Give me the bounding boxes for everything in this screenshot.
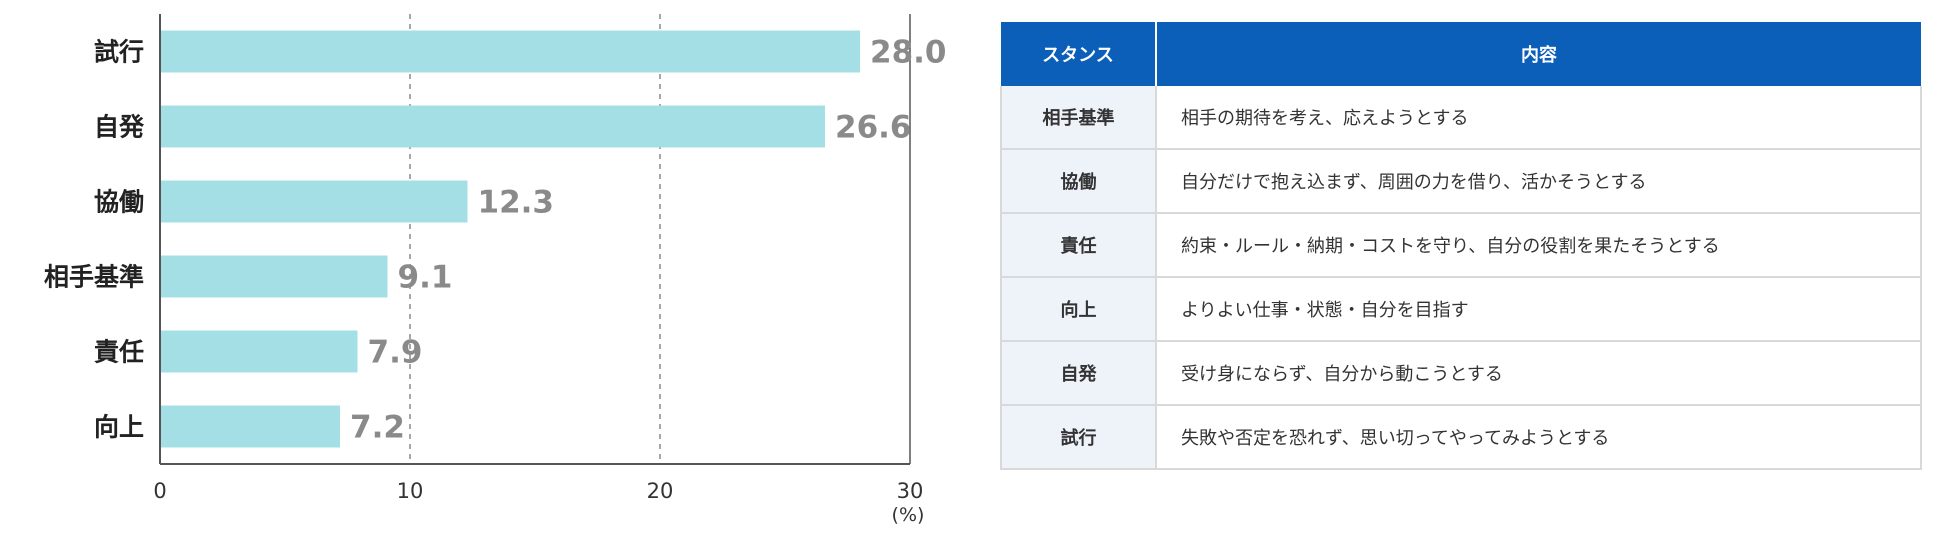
stance-cell: 協働 — [1000, 149, 1157, 214]
stance-cell: 向上 — [1000, 277, 1157, 342]
value-label: 9.1 — [398, 260, 453, 296]
stance-cell: 試行 — [1000, 405, 1157, 470]
value-label: 7.9 — [368, 335, 423, 371]
stance-table: スタンス 内容 相手基準 相手の期待を考え、応えようとする 協働 自分だけで抱え… — [1000, 22, 1922, 470]
category-label: 自発 — [94, 113, 145, 142]
x-axis-unit: (%) — [892, 504, 925, 526]
bar — [160, 330, 358, 373]
content-cell: 受け身にならず、自分から動こうとする — [1156, 341, 1922, 406]
value-labels: 28.0 26.6 12.3 9.1 7.9 7.2 — [350, 35, 947, 446]
bar — [160, 180, 468, 223]
table-row: 協働 自分だけで抱え込まず、周囲の力を借り、活かそうとする — [1000, 149, 1922, 214]
bar — [160, 255, 388, 298]
content-cell: 約束・ルール・納期・コストを守り、自分の役割を果たそうとする — [1156, 213, 1922, 278]
axes — [159, 14, 910, 465]
table-row: 向上 よりよい仕事・状態・自分を目指す — [1000, 277, 1922, 342]
x-tick-label: 10 — [397, 479, 424, 503]
category-label: 向上 — [94, 413, 144, 442]
category-label: 協働 — [94, 188, 144, 217]
value-label: 12.3 — [478, 185, 555, 221]
content-cell: 相手の期待を考え、応えようとする — [1156, 86, 1922, 150]
category-label: 試行 — [94, 38, 144, 67]
bar — [160, 405, 340, 448]
table-row: 相手基準 相手の期待を考え、応えようとする — [1000, 86, 1922, 150]
header-stance: スタンス — [1001, 22, 1157, 86]
content-cell: 失敗や否定を恐れず、思い切ってやってみようとする — [1156, 405, 1922, 470]
x-tick-label: 0 — [153, 479, 166, 503]
category-label: 責任 — [94, 338, 144, 367]
content-cell: 自分だけで抱え込まず、周囲の力を借り、活かそうとする — [1156, 149, 1922, 214]
stance-cell: 相手基準 — [1000, 86, 1157, 150]
category-label: 相手基準 — [44, 263, 144, 292]
stance-cell: 自発 — [1000, 341, 1157, 406]
x-tick-label: 30 — [897, 479, 924, 503]
bar — [160, 105, 825, 148]
bars — [160, 30, 860, 448]
content-cell: よりよい仕事・状態・自分を目指す — [1156, 277, 1922, 342]
value-label: 28.0 — [870, 35, 947, 71]
grid-lines — [409, 14, 911, 464]
value-label: 26.6 — [835, 110, 912, 146]
table-header-row: スタンス 内容 — [1001, 22, 1921, 86]
table-row: 試行 失敗や否定を恐れず、思い切ってやってみようとする — [1000, 405, 1922, 470]
x-tick-labels: 0 10 20 30 — [153, 479, 923, 503]
table-row: 自発 受け身にならず、自分から動こうとする — [1000, 341, 1922, 406]
stance-cell: 責任 — [1000, 213, 1157, 278]
header-content: 内容 — [1156, 22, 1921, 86]
value-label: 7.2 — [350, 410, 405, 446]
bar — [160, 30, 860, 73]
table-row: 責任 約束・ルール・納期・コストを守り、自分の役割を果たそうとする — [1000, 213, 1922, 278]
x-tick-label: 20 — [647, 479, 674, 503]
